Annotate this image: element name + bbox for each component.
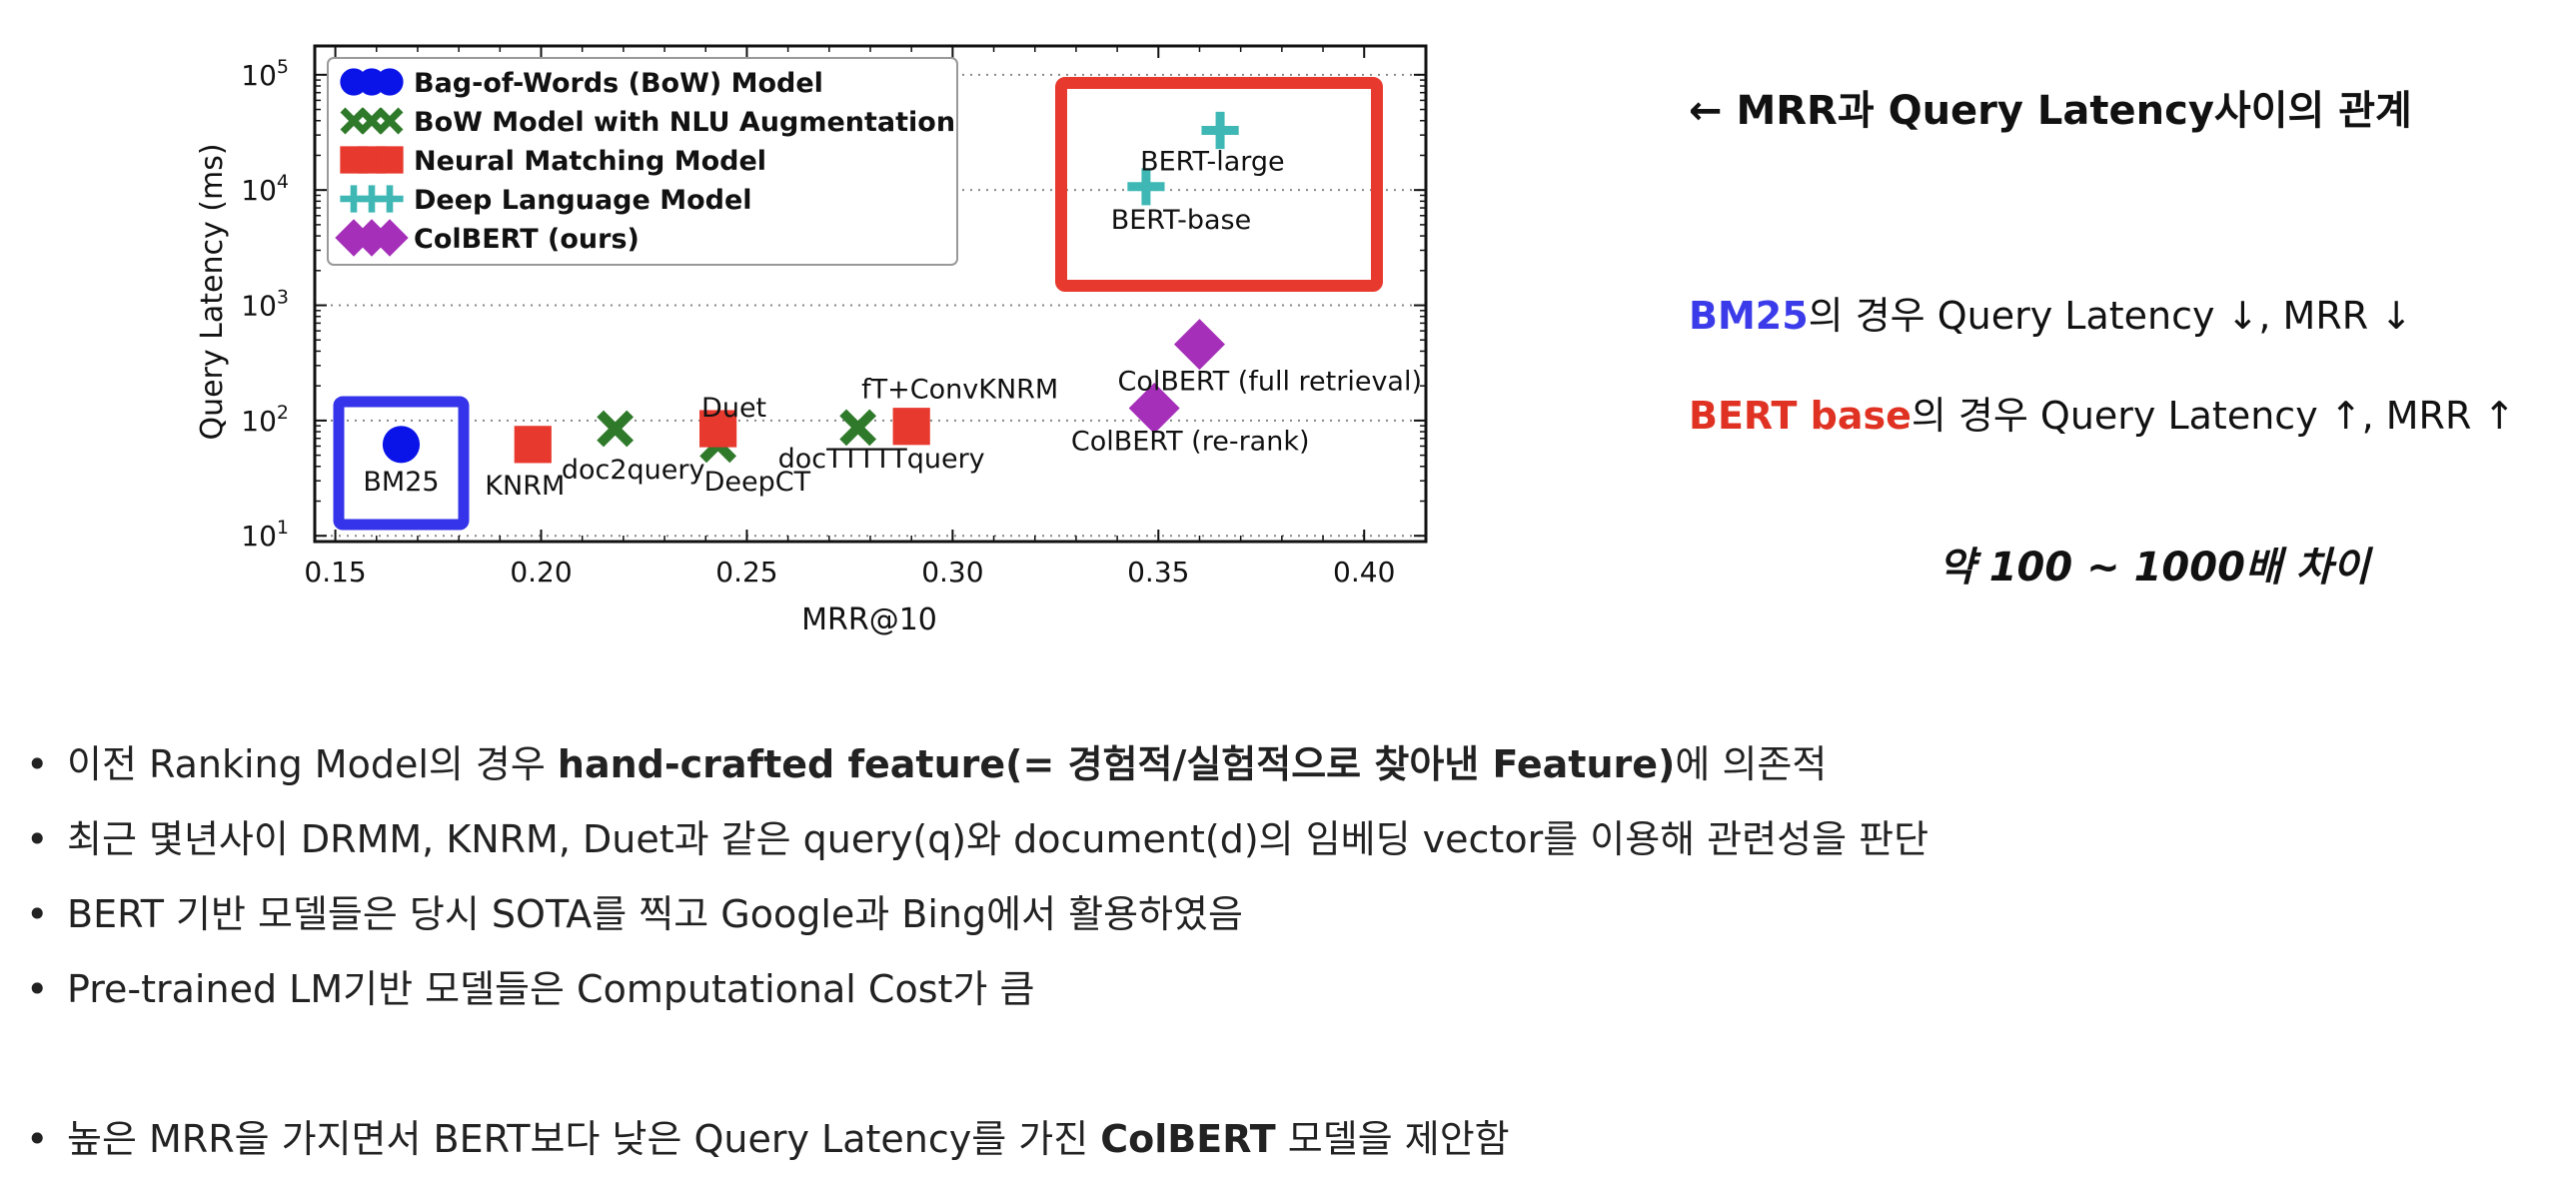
y-tick-label: 104 <box>241 171 289 207</box>
point-bert-large <box>1201 111 1239 150</box>
legend-marker <box>376 68 404 96</box>
bullet-item: • 최근 몇년사이 DRMM, KNRM, Duet과 같은 query(q)와 … <box>22 809 1929 884</box>
bullet-text: 최근 몇년사이 DRMM, KNRM, Duet과 같은 query(q)와 d… <box>67 817 1930 861</box>
point-label-bert-base: BERT-base <box>1111 205 1252 236</box>
bullet-text: BERT 기반 모델들은 당시 SOTA를 찍고 Google과 Bing에서 … <box>67 892 1243 936</box>
bm25-comparison-note: BM25의 경우 Query Latency ↓, MRR ↓ <box>1689 285 2412 340</box>
point-ft-convknrm <box>892 408 930 446</box>
point-doctttttquery <box>839 409 877 447</box>
point-colbert-re-rank <box>1128 383 1180 435</box>
x-tick-label: 0.35 <box>1127 556 1189 589</box>
x-axis-label: MRR@10 <box>801 602 937 637</box>
bullet-text: ColBERT <box>1100 1117 1276 1161</box>
legend-entry-label: Deep Language Model <box>414 185 752 216</box>
bullet-item: • 높은 MRR을 가지면서 BERT보다 낮은 Query Latency를 가… <box>22 1109 1929 1184</box>
x-tick-label: 0.15 <box>304 556 366 589</box>
y-tick-label: 103 <box>241 287 289 323</box>
legend-box <box>327 57 958 266</box>
point-label-ft-convknrm: fT+ConvKNRM <box>861 375 1058 406</box>
bullet-marker: • <box>26 967 49 1011</box>
relation-note: ← MRR과 Query Latency사이의 관계 <box>1689 88 2412 134</box>
legend-marker <box>376 107 404 135</box>
axis-ticks: 101 102 103 104 105 0.15 0.20 0.25 0.30 0.35 0.40 <box>241 46 1426 589</box>
bullet-list: • 이전 Ranking Model의 경우 hand-crafted featu… <box>22 734 1929 1184</box>
y-tick-label: 102 <box>241 402 289 438</box>
x-tick-label: 0.25 <box>715 556 777 589</box>
bert-highlight: BERT base <box>1689 394 1912 438</box>
point-label-colbert-full-retrieval: ColBERT (full retrieval) <box>1117 367 1422 398</box>
bullet-text: Pre-trained LM기반 모델들은 Computational Cost… <box>67 967 1035 1011</box>
point-bm25 <box>382 426 421 464</box>
bert-highlight-box <box>1055 77 1383 292</box>
legend-entry-label: Neural Matching Model <box>414 146 766 177</box>
point-label-deepct: DeepCT <box>704 467 811 498</box>
point-label-doc2query: doc2query <box>562 455 705 486</box>
bert-comparison-note: BERT base의 경우 Query Latency ↑, MRR ↑ <box>1689 385 2515 440</box>
bullet-text: 높은 MRR을 가지면서 BERT보다 낮은 Query Latency를 가진 <box>67 1117 1101 1161</box>
bullet-item: • Pre-trained LM기반 모델들은 Computational Cos… <box>22 959 1929 1034</box>
point-knrm <box>514 426 552 464</box>
highlight-boxes <box>333 77 1383 531</box>
bullet-marker: • <box>26 1117 49 1161</box>
legend-entry-label: ColBERT (ours) <box>414 224 640 255</box>
point-doc2query <box>597 410 635 448</box>
point-duet <box>699 410 737 448</box>
y-tick-label: 105 <box>241 56 289 92</box>
legend-marker <box>376 185 404 213</box>
point-label-doctttttquery: docTTTTTquery <box>778 444 985 475</box>
bullet-text: 모델을 제안함 <box>1275 1117 1510 1161</box>
bullet-text: hand-crafted feature(= 경험적/실험적으로 찾아낸 Fea… <box>557 742 1676 786</box>
bullet-marker: • <box>26 742 49 786</box>
difference-note: 약 100 ~ 1000배 차이 <box>1938 545 2370 591</box>
point-label-bm25: BM25 <box>363 467 439 498</box>
point-label-knrm: KNRM <box>485 471 565 502</box>
bm25-comparison-text: 의 경우 Query Latency ↓, MRR ↓ <box>1808 294 2413 338</box>
legend: Bag-of-Words (BoW) Model BoW Model with N… <box>327 57 958 266</box>
legend-entry-label: BoW Model with NLU Augmentation <box>414 107 955 138</box>
point-label-bert-large: BERT-large <box>1140 147 1285 178</box>
bullet-marker: • <box>26 817 49 861</box>
y-tick-label: 101 <box>241 517 289 553</box>
x-tick-label: 0.40 <box>1333 556 1395 589</box>
point-label-colbert-re-rank: ColBERT (re-rank) <box>1071 427 1310 458</box>
legend-entry-label: Bag-of-Words (BoW) Model <box>414 68 823 99</box>
bm25-highlight: BM25 <box>1689 294 1809 338</box>
bert-comparison-text: 의 경우 Query Latency ↑, MRR ↑ <box>1911 394 2516 438</box>
point-colbert-full-retrieval <box>1173 319 1225 371</box>
bm25-highlight-box <box>333 396 470 531</box>
bullet-text: 에 의존적 <box>1675 742 1828 786</box>
x-tick-label: 0.30 <box>921 556 983 589</box>
bullet-item: • BERT 기반 모델들은 당시 SOTA를 찍고 Google과 Bing에서… <box>22 884 1929 959</box>
bullet-text: 이전 Ranking Model의 경우 <box>67 742 558 786</box>
y-axis-label: Query Latency (ms) <box>195 143 230 440</box>
legend-marker <box>371 219 409 257</box>
bullet-marker: • <box>26 892 49 936</box>
point-label-duet: Duet <box>701 393 766 424</box>
data-points <box>382 111 1239 464</box>
x-tick-label: 0.20 <box>510 556 572 589</box>
bullet-item: • 이전 Ranking Model의 경우 hand-crafted featu… <box>22 734 1929 809</box>
point-bert-base <box>1127 168 1165 206</box>
legend-marker <box>376 146 404 174</box>
